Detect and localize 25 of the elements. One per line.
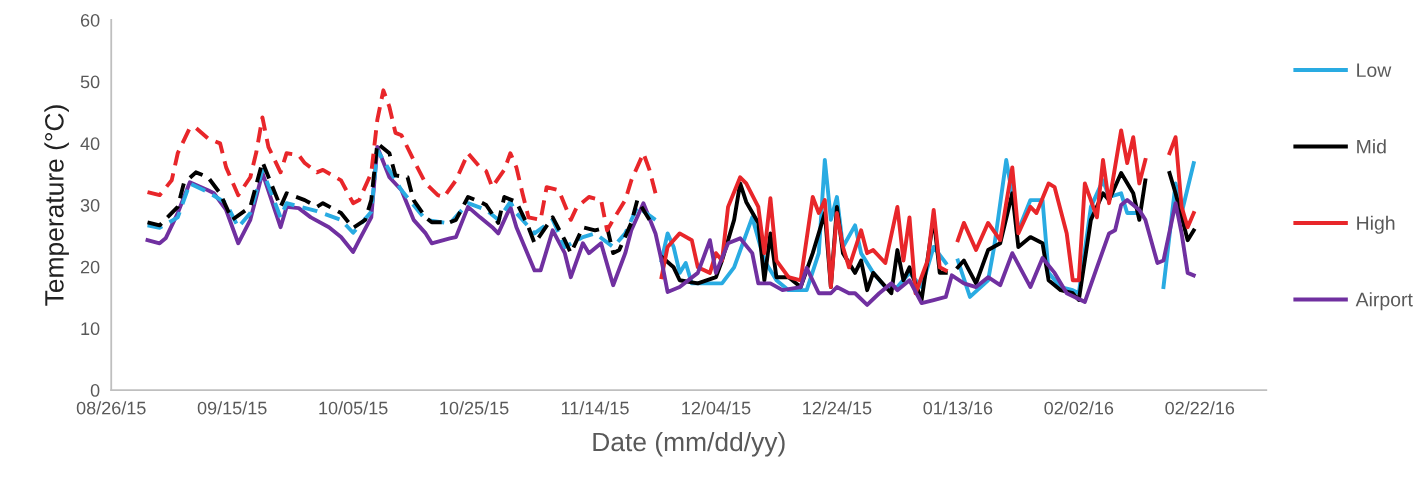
y-tick-label: 50 [80, 75, 100, 89]
y-tick-label: 30 [80, 198, 100, 212]
line-series [145, 145, 1196, 307]
x-tick-label: 10/05/15 [319, 401, 388, 415]
x-tick-label: 08/26/15 [76, 401, 146, 415]
x-tick-label: 02/02/16 [1044, 401, 1114, 415]
y-tick-label: 20 [80, 260, 100, 274]
y-tick-label: 60 [80, 13, 100, 27]
x-tick-label: 01/13/16 [923, 401, 993, 415]
legend-label: Mid [1357, 139, 1386, 154]
legend-label: Low [1357, 63, 1392, 78]
x-tick-label: 09/15/15 [197, 401, 267, 415]
legend-label: High [1357, 215, 1395, 234]
x-tick-label: 10/25/15 [440, 401, 509, 415]
y-tick-label: 40 [80, 137, 100, 151]
x-tick-label: 12/04/15 [682, 401, 751, 415]
x-tick-label: 11/14/15 [561, 401, 629, 415]
line-series [145, 88, 658, 233]
x-axis-title: Date (mm/dd/yy) [593, 431, 785, 457]
x-tick-label: 12/24/15 [803, 401, 872, 415]
y-tick-label: 10 [81, 322, 100, 336]
y-axis-title: Temperature (°C) [44, 105, 69, 306]
legend-label: Airport [1355, 292, 1413, 311]
x-tick-label: 02/22/16 [1165, 401, 1235, 415]
y-tick-label: 0 [90, 384, 100, 397]
